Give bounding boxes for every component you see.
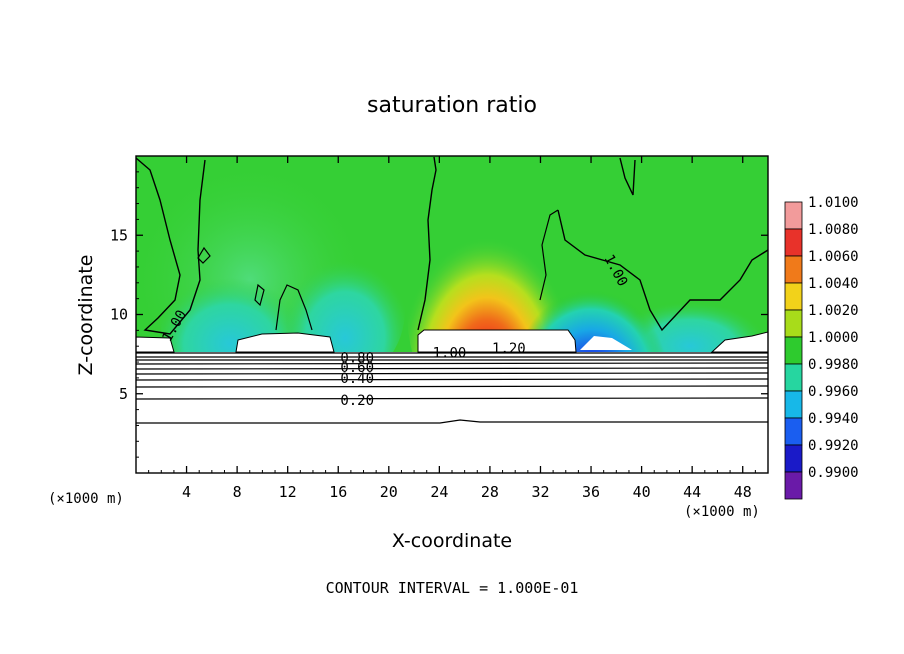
x-tick-label: 40 [633, 483, 651, 501]
colorbar-level-label: 1.0100 [808, 195, 859, 211]
colorbar-level-label: 1.0000 [808, 330, 859, 346]
white-patch-left [136, 336, 175, 353]
colorbar-swatch [784, 309, 803, 338]
contour-1.00-right-cell [539, 209, 559, 301]
contour-label: 1.00 [433, 346, 467, 362]
colorbar-level-label: 1.0060 [808, 249, 859, 265]
colorbar-swatch [784, 444, 803, 473]
x-unit-right: (×1000 m) [684, 504, 760, 520]
contour-label: 0.40 [340, 371, 374, 387]
colorbar-swatch [784, 201, 803, 230]
colorbar-swatch [784, 336, 803, 365]
colorbar-level-label: 0.9980 [808, 357, 859, 373]
x-tick-label: 32 [531, 483, 549, 501]
plot-area [136, 156, 768, 473]
white-patch-center [417, 329, 577, 353]
colorbar: 1.0100 1.0080 1.0060 1.0040 1.0020 1.0000 0.99… [784, 195, 859, 500]
x-tick-label: 44 [683, 483, 701, 501]
y-tick-label: 10 [110, 306, 128, 324]
x-tick-label: 36 [582, 483, 600, 501]
colorbar-level-label: 0.9960 [808, 384, 859, 400]
field-lower-white-region [136, 352, 768, 473]
y-tick-label: 15 [110, 226, 128, 244]
contour-1.00-small-b [197, 246, 211, 264]
x-axis-label: X-coordinate [392, 530, 512, 552]
colorbar-swatch [784, 255, 803, 284]
contour-label: 0.60 [340, 360, 374, 376]
contour-label: 1.20 [492, 341, 526, 357]
contour-1.00-upper [136, 156, 768, 335]
white-patch-right [710, 331, 768, 353]
x-tick-label: 48 [734, 483, 752, 501]
x-tick-label: 8 [233, 483, 242, 501]
contour-label: 0.20 [340, 393, 374, 409]
contour-interval-note: CONTOUR INTERVAL = 1.000E-01 [326, 579, 579, 597]
colorbar-swatch [784, 228, 803, 257]
colorbar-level-label: 0.9940 [808, 411, 859, 427]
x-unit-left: (×1000 m) [48, 491, 124, 507]
y-tick-label: 5 [119, 385, 128, 403]
x-tick-label: 12 [279, 483, 297, 501]
x-tick-label: 28 [481, 483, 499, 501]
colorbar-level-label: 0.9900 [808, 465, 859, 481]
x-tick-label: 24 [430, 483, 448, 501]
y-axis-ticks: 5 10 15 [110, 171, 768, 458]
x-tick-label: 4 [182, 483, 191, 501]
colorbar-swatch [784, 390, 803, 419]
lower-contours [136, 352, 768, 424]
colorbar-level-label: 1.0040 [808, 276, 859, 292]
colorbar-swatch [784, 363, 803, 392]
white-patch-36 [580, 336, 632, 350]
colorbar-level-label: 1.0080 [808, 222, 859, 238]
contour-1.00-left-cell [275, 284, 313, 331]
contour-labels: 0.200.400.600.80 1.00 1.201.001.00 [159, 252, 630, 409]
colorbar-swatch [784, 417, 803, 446]
colorbar-swatch [784, 282, 803, 311]
colorbar-swatch [784, 471, 803, 500]
white-patch-12 [235, 332, 335, 353]
colorbar-level-label: 1.0020 [808, 303, 859, 319]
y-axis-label: Z-coordinate [75, 255, 97, 376]
x-tick-label: 16 [329, 483, 347, 501]
contour-label: 0.80 [340, 350, 374, 366]
x-tick-label: 20 [380, 483, 398, 501]
chart-title: saturation ratio [367, 93, 537, 118]
x-axis-ticks: 4 8 12 16 20 24 28 32 36 40 44 48 [148, 156, 756, 501]
contour-1.00-small-a [254, 283, 265, 307]
colorbar-level-label: 0.9920 [808, 438, 859, 454]
